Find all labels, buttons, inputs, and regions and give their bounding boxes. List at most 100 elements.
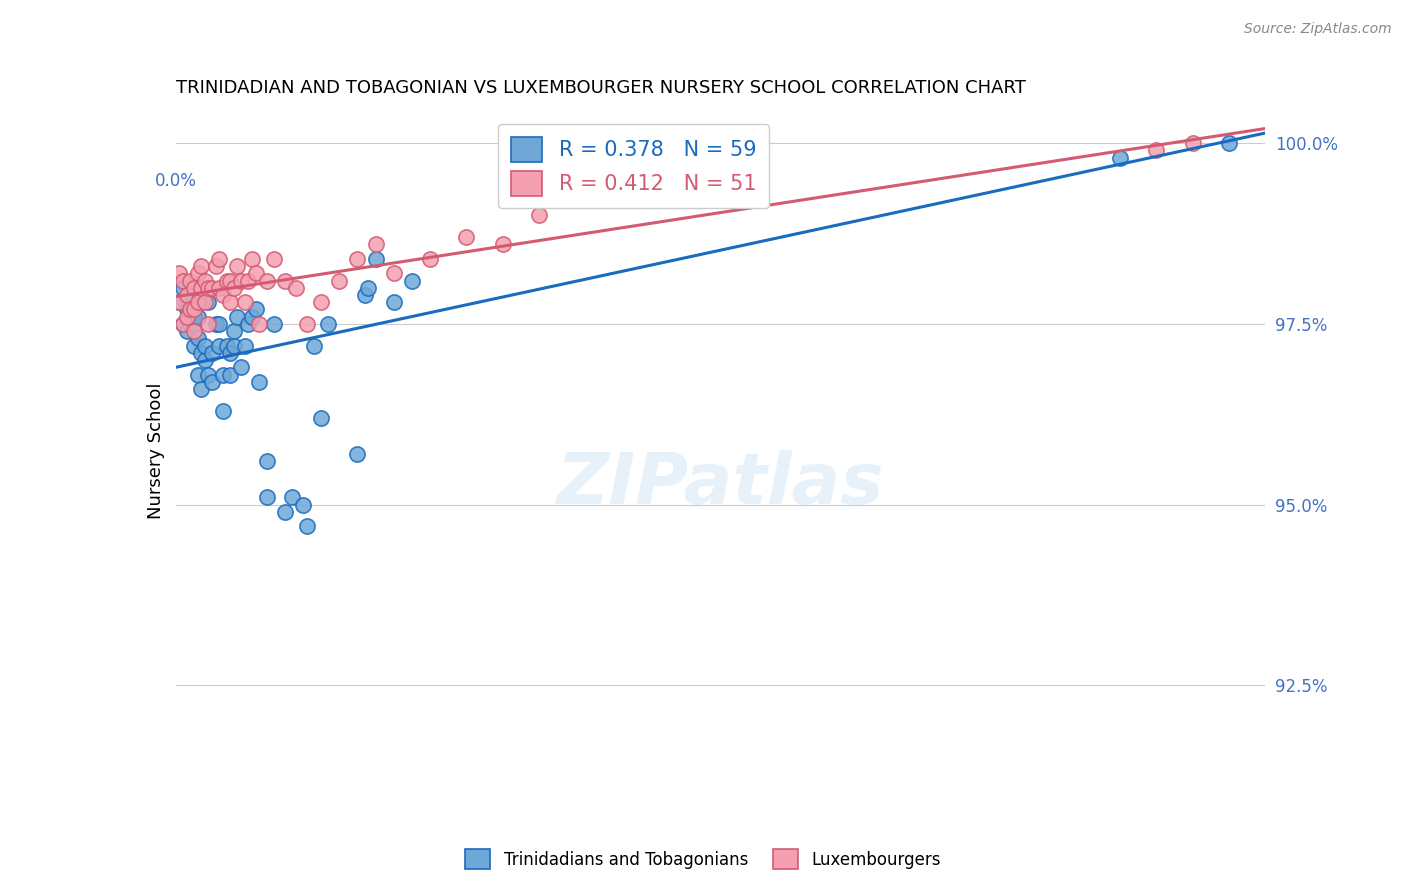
- Trinidadians and Tobagonians: [179, 302, 201, 317]
- Luxembourgers: [245, 266, 267, 280]
- Luxembourgers: [176, 310, 198, 324]
- Trinidadians and Tobagonians: [600, 172, 623, 186]
- Luxembourgers: [1146, 144, 1168, 158]
- Trinidadians and Tobagonians: [318, 317, 340, 331]
- Trinidadians and Tobagonians: [183, 317, 205, 331]
- Text: 0.0%: 0.0%: [155, 172, 197, 190]
- Trinidadians and Tobagonians: [186, 368, 209, 382]
- Trinidadians and Tobagonians: [172, 281, 194, 295]
- Luxembourgers: [219, 295, 242, 310]
- Trinidadians and Tobagonians: [245, 302, 267, 317]
- Luxembourgers: [247, 317, 270, 331]
- Trinidadians and Tobagonians: [176, 324, 198, 338]
- Trinidadians and Tobagonians: [295, 519, 318, 533]
- Luxembourgers: [346, 252, 368, 266]
- Trinidadians and Tobagonians: [222, 338, 245, 352]
- Luxembourgers: [233, 295, 256, 310]
- Trinidadians and Tobagonians: [212, 368, 235, 382]
- Legend: R = 0.378   N = 59, R = 0.412   N = 51: R = 0.378 N = 59, R = 0.412 N = 51: [498, 124, 769, 209]
- Luxembourgers: [295, 317, 318, 331]
- Trinidadians and Tobagonians: [183, 310, 205, 324]
- Trinidadians and Tobagonians: [215, 338, 238, 352]
- Luxembourgers: [194, 295, 217, 310]
- Trinidadians and Tobagonians: [179, 317, 201, 331]
- Trinidadians and Tobagonians: [190, 382, 212, 396]
- Trinidadians and Tobagonians: [208, 317, 231, 331]
- Trinidadians and Tobagonians: [238, 317, 260, 331]
- Luxembourgers: [190, 281, 212, 295]
- Luxembourgers: [215, 274, 238, 288]
- Luxembourgers: [256, 274, 278, 288]
- Trinidadians and Tobagonians: [194, 353, 217, 368]
- Trinidadians and Tobagonians: [364, 252, 387, 266]
- Luxembourgers: [204, 259, 226, 273]
- Text: Source: ZipAtlas.com: Source: ZipAtlas.com: [1244, 22, 1392, 37]
- Luxembourgers: [382, 266, 405, 280]
- Luxembourgers: [179, 302, 201, 317]
- Luxembourgers: [238, 274, 260, 288]
- Trinidadians and Tobagonians: [263, 317, 285, 331]
- Trinidadians and Tobagonians: [247, 375, 270, 389]
- Trinidadians and Tobagonians: [208, 338, 231, 352]
- Luxembourgers: [419, 252, 441, 266]
- Trinidadians and Tobagonians: [382, 295, 405, 310]
- Luxembourgers: [186, 295, 209, 310]
- Luxembourgers: [231, 274, 253, 288]
- Luxembourgers: [328, 274, 350, 288]
- Trinidadians and Tobagonians: [169, 295, 191, 310]
- Luxembourgers: [176, 288, 198, 302]
- Trinidadians and Tobagonians: [219, 368, 242, 382]
- Trinidadians and Tobagonians: [186, 310, 209, 324]
- Trinidadians and Tobagonians: [274, 505, 297, 519]
- Text: ZIPatlas: ZIPatlas: [557, 450, 884, 519]
- Luxembourgers: [1181, 136, 1204, 151]
- Luxembourgers: [190, 259, 212, 273]
- Trinidadians and Tobagonians: [219, 346, 242, 360]
- Text: TRINIDADIAN AND TOBAGONIAN VS LUXEMBOURGER NURSERY SCHOOL CORRELATION CHART: TRINIDADIAN AND TOBAGONIAN VS LUXEMBOURG…: [176, 79, 1025, 97]
- Luxembourgers: [222, 281, 245, 295]
- Trinidadians and Tobagonians: [655, 179, 678, 194]
- Legend: Trinidadians and Tobagonians, Luxembourgers: Trinidadians and Tobagonians, Luxembourg…: [456, 838, 950, 880]
- Trinidadians and Tobagonians: [197, 295, 219, 310]
- Trinidadians and Tobagonians: [190, 346, 212, 360]
- Trinidadians and Tobagonians: [197, 368, 219, 382]
- Trinidadians and Tobagonians: [291, 498, 314, 512]
- Trinidadians and Tobagonians: [256, 491, 278, 505]
- Trinidadians and Tobagonians: [256, 454, 278, 468]
- Trinidadians and Tobagonians: [226, 310, 249, 324]
- Trinidadians and Tobagonians: [233, 338, 256, 352]
- Luxembourgers: [194, 274, 217, 288]
- Trinidadians and Tobagonians: [281, 491, 304, 505]
- Trinidadians and Tobagonians: [222, 324, 245, 338]
- Luxembourgers: [208, 252, 231, 266]
- Trinidadians and Tobagonians: [201, 375, 224, 389]
- Luxembourgers: [527, 209, 550, 223]
- Luxembourgers: [309, 295, 332, 310]
- Luxembourgers: [186, 266, 209, 280]
- Luxembourgers: [263, 252, 285, 266]
- Trinidadians and Tobagonians: [186, 331, 209, 345]
- Luxembourgers: [208, 281, 231, 295]
- Luxembourgers: [212, 288, 235, 302]
- Trinidadians and Tobagonians: [204, 317, 226, 331]
- Luxembourgers: [201, 281, 224, 295]
- Luxembourgers: [284, 281, 307, 295]
- Luxembourgers: [274, 274, 297, 288]
- Luxembourgers: [183, 281, 205, 295]
- Trinidadians and Tobagonians: [240, 310, 263, 324]
- Luxembourgers: [172, 317, 194, 331]
- Luxembourgers: [183, 302, 205, 317]
- Luxembourgers: [492, 237, 515, 252]
- Luxembourgers: [226, 259, 249, 273]
- Luxembourgers: [179, 274, 201, 288]
- Trinidadians and Tobagonians: [1109, 151, 1132, 165]
- Luxembourgers: [172, 274, 194, 288]
- Luxembourgers: [197, 317, 219, 331]
- Trinidadians and Tobagonians: [194, 338, 217, 352]
- Trinidadians and Tobagonians: [1218, 136, 1240, 151]
- Luxembourgers: [240, 252, 263, 266]
- Luxembourgers: [183, 324, 205, 338]
- Trinidadians and Tobagonians: [309, 411, 332, 425]
- Trinidadians and Tobagonians: [231, 360, 253, 375]
- Trinidadians and Tobagonians: [176, 302, 198, 317]
